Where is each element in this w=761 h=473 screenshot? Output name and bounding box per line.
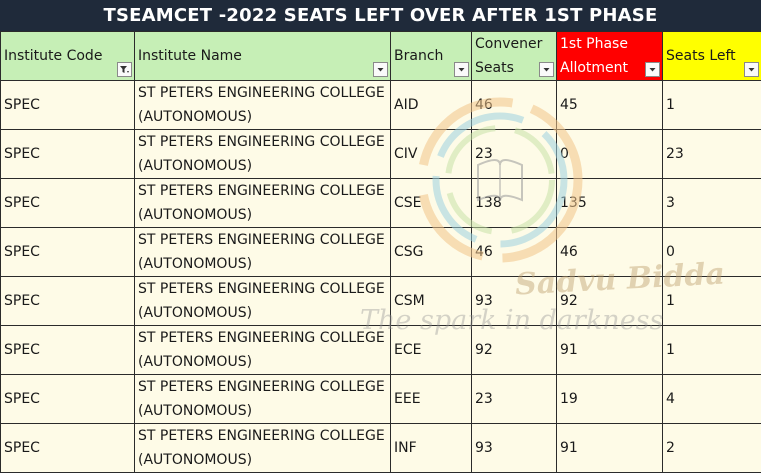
header-convener-seats: Convener Seats <box>472 32 557 81</box>
cell-allotment[interactable]: 45 <box>557 81 663 130</box>
cell-institute-name[interactable]: ST PETERS ENGINEERING COLLEGE (AUTONOMOU… <box>135 130 391 179</box>
cell-institute-code[interactable]: SPEC <box>1 326 135 375</box>
dropdown-arrow-icon[interactable] <box>454 62 469 77</box>
cell-convener-seats[interactable]: 93 <box>472 424 557 473</box>
cell-institute-code[interactable]: SPEC <box>1 277 135 326</box>
cell-seats-left[interactable]: 1 <box>663 326 761 375</box>
cell-allotment[interactable]: 91 <box>557 424 663 473</box>
cell-allotment[interactable]: 92 <box>557 277 663 326</box>
header-1st-phase-allotment: 1st Phase Allotment <box>557 32 663 81</box>
cell-institute-name[interactable]: ST PETERS ENGINEERING COLLEGE (AUTONOMOU… <box>135 179 391 228</box>
cell-institute-code[interactable]: SPEC <box>1 424 135 473</box>
spreadsheet: TSEAMCET -2022 SEATS LEFT OVER AFTER 1ST… <box>0 0 761 462</box>
cell-institute-name[interactable]: ST PETERS ENGINEERING COLLEGE (AUTONOMOU… <box>135 228 391 277</box>
cell-branch[interactable]: AID <box>391 81 472 130</box>
cell-institute-name[interactable]: ST PETERS ENGINEERING COLLEGE (AUTONOMOU… <box>135 375 391 424</box>
cell-seats-left[interactable]: 2 <box>663 424 761 473</box>
cell-seats-left[interactable]: 1 <box>663 277 761 326</box>
dropdown-arrow-icon[interactable] <box>645 62 660 77</box>
cell-branch[interactable]: CSE <box>391 179 472 228</box>
cell-seats-left[interactable]: 0 <box>663 228 761 277</box>
cell-allotment[interactable]: 19 <box>557 375 663 424</box>
cell-institute-name[interactable]: ST PETERS ENGINEERING COLLEGE (AUTONOMOU… <box>135 81 391 130</box>
header-branch: Branch <box>391 32 472 81</box>
cell-allotment[interactable]: 135 <box>557 179 663 228</box>
cell-convener-seats[interactable]: 23 <box>472 375 557 424</box>
cell-convener-seats[interactable]: 92 <box>472 326 557 375</box>
seats-table: Institute Code Institute Name Branch Con… <box>0 31 761 473</box>
header-label: Institute Name <box>138 44 387 68</box>
cell-institute-name[interactable]: ST PETERS ENGINEERING COLLEGE (AUTONOMOU… <box>135 277 391 326</box>
cell-seats-left[interactable]: 3 <box>663 179 761 228</box>
dropdown-arrow-icon[interactable] <box>373 62 388 77</box>
cell-branch[interactable]: INF <box>391 424 472 473</box>
cell-institute-code[interactable]: SPEC <box>1 228 135 277</box>
cell-branch[interactable]: EEE <box>391 375 472 424</box>
table-row: SPEC ST PETERS ENGINEERING COLLEGE (AUTO… <box>1 228 761 277</box>
cell-branch[interactable]: CSM <box>391 277 472 326</box>
header-seats-left: Seats Left <box>663 32 761 81</box>
dropdown-arrow-icon[interactable] <box>744 62 759 77</box>
table-row: SPEC ST PETERS ENGINEERING COLLEGE (AUTO… <box>1 326 761 375</box>
cell-institute-code[interactable]: SPEC <box>1 179 135 228</box>
cell-seats-left[interactable]: 23 <box>663 130 761 179</box>
cell-convener-seats[interactable]: 46 <box>472 81 557 130</box>
table-row: SPEC ST PETERS ENGINEERING COLLEGE (AUTO… <box>1 375 761 424</box>
header-row: Institute Code Institute Name Branch Con… <box>1 32 761 81</box>
table-row: SPEC ST PETERS ENGINEERING COLLEGE (AUTO… <box>1 130 761 179</box>
cell-convener-seats[interactable]: 46 <box>472 228 557 277</box>
table-row: SPEC ST PETERS ENGINEERING COLLEGE (AUTO… <box>1 81 761 130</box>
cell-branch[interactable]: CIV <box>391 130 472 179</box>
table-row: SPEC ST PETERS ENGINEERING COLLEGE (AUTO… <box>1 277 761 326</box>
cell-branch[interactable]: ECE <box>391 326 472 375</box>
sheet-title: TSEAMCET -2022 SEATS LEFT OVER AFTER 1ST… <box>0 0 761 31</box>
header-institute-name: Institute Name <box>135 32 391 81</box>
cell-allotment[interactable]: 46 <box>557 228 663 277</box>
cell-institute-name[interactable]: ST PETERS ENGINEERING COLLEGE (AUTONOMOU… <box>135 326 391 375</box>
cell-institute-name[interactable]: ST PETERS ENGINEERING COLLEGE (AUTONOMOU… <box>135 424 391 473</box>
cell-convener-seats[interactable]: 93 <box>472 277 557 326</box>
funnel-filter-icon[interactable] <box>117 62 132 77</box>
cell-allotment[interactable]: 0 <box>557 130 663 179</box>
table-row: SPEC ST PETERS ENGINEERING COLLEGE (AUTO… <box>1 179 761 228</box>
header-label: Institute Code <box>4 44 131 68</box>
cell-institute-code[interactable]: SPEC <box>1 130 135 179</box>
cell-seats-left[interactable]: 4 <box>663 375 761 424</box>
cell-allotment[interactable]: 91 <box>557 326 663 375</box>
cell-institute-code[interactable]: SPEC <box>1 375 135 424</box>
cell-branch[interactable]: CSG <box>391 228 472 277</box>
dropdown-arrow-icon[interactable] <box>539 62 554 77</box>
cell-seats-left[interactable]: 1 <box>663 81 761 130</box>
cell-institute-code[interactable]: SPEC <box>1 81 135 130</box>
header-institute-code: Institute Code <box>1 32 135 81</box>
table-row: SPEC ST PETERS ENGINEERING COLLEGE (AUTO… <box>1 424 761 473</box>
cell-convener-seats[interactable]: 138 <box>472 179 557 228</box>
cell-convener-seats[interactable]: 23 <box>472 130 557 179</box>
